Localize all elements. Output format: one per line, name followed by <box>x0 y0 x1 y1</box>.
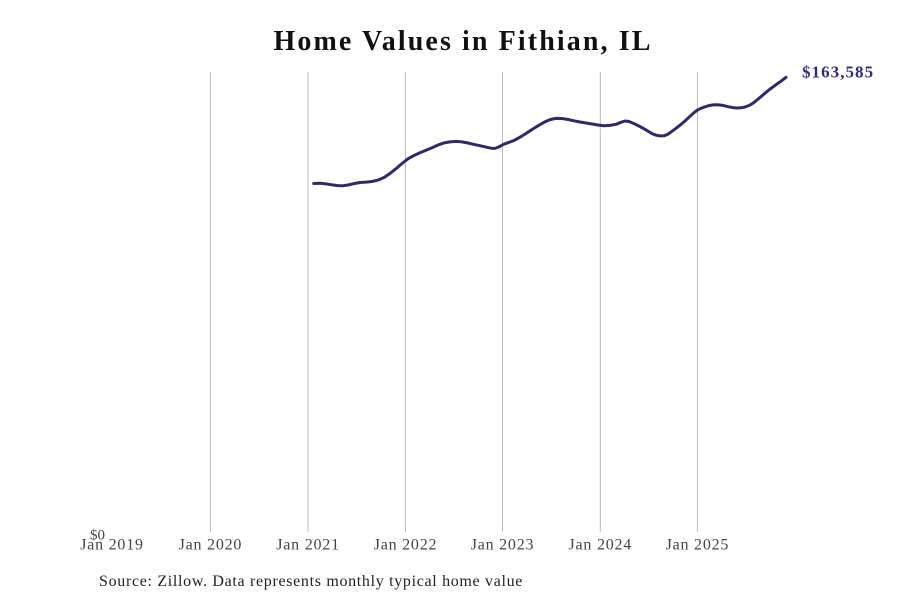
svg-text:$163,585: $163,585 <box>802 63 874 82</box>
svg-text:Jan 2021: Jan 2021 <box>276 537 340 554</box>
svg-text:Jan 2020: Jan 2020 <box>179 537 243 554</box>
svg-text:Source: Zillow. Data represent: Source: Zillow. Data represents monthly … <box>99 573 523 590</box>
svg-text:$0: $0 <box>90 528 105 544</box>
svg-text:Jan 2019: Jan 2019 <box>80 537 144 554</box>
svg-text:Jan 2023: Jan 2023 <box>471 537 535 554</box>
svg-text:Home Values in Fithian, IL: Home Values in Fithian, IL <box>273 26 652 57</box>
svg-text:Jan 2025: Jan 2025 <box>666 537 730 554</box>
svg-text:Jan 2022: Jan 2022 <box>374 537 438 554</box>
svg-text:Jan 2024: Jan 2024 <box>569 537 633 554</box>
